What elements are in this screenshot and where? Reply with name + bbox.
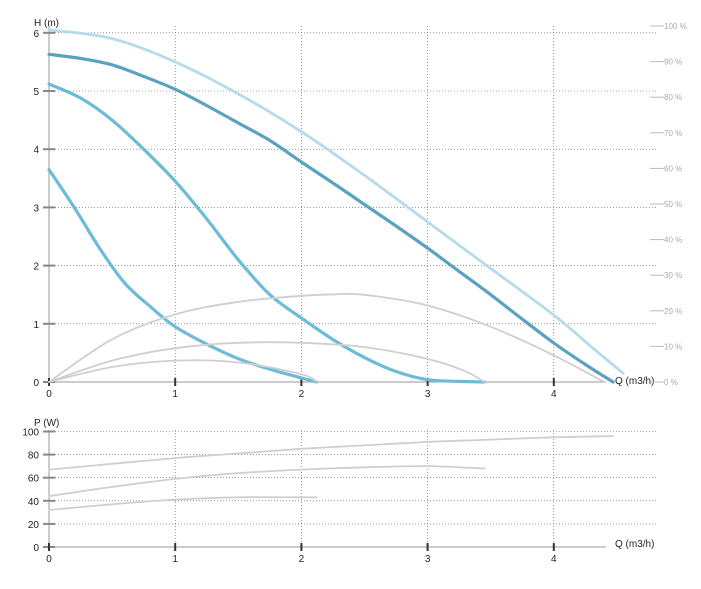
p-y-tick-label-2: 40: [28, 497, 40, 508]
y2-tick-label-9: 90 %: [664, 58, 682, 67]
y2-tick-label-4: 40 %: [664, 236, 682, 245]
y-tick-label-0: 0: [33, 378, 39, 389]
y-tick-label-4: 4: [33, 145, 39, 156]
y-tick-label-1: 1: [33, 320, 39, 331]
head-chart: 0 1 2 3 4 5 6 0 1 2 3 4 H (m) Q (m3/h) 0 % 10 % 20 % 30 %…: [33, 18, 686, 400]
series-efficiency-low: [48, 359, 318, 383]
y2-tick-label-2: 20 %: [664, 307, 682, 316]
x-tick-label-1: 1: [172, 389, 178, 400]
p-y-tick-label-1: 20: [28, 520, 40, 531]
p-x-tick-label-1: 1: [172, 554, 178, 565]
p-y-tick-label-3: 60: [28, 474, 40, 485]
y-tick-label-6: 6: [33, 29, 39, 40]
x-tick-label-0: 0: [46, 389, 52, 400]
p-x-tick-label-3: 3: [425, 554, 431, 565]
series-power-low: [48, 496, 318, 511]
series-power-mid: [48, 465, 486, 498]
power-chart: 0 20 40 60 80 100 0 1 2 3 4 P (W) Q (m3/h): [22, 418, 656, 565]
y2-tick-label-0: 0 %: [664, 378, 678, 387]
series-pump-curve-mid: [47, 82, 486, 384]
series-efficiency-high: [48, 292, 606, 383]
p-y-tick-label-0: 0: [33, 543, 39, 554]
y2-tick-label-3: 30 %: [664, 271, 682, 280]
series-pump-curve-low: [47, 168, 319, 384]
p-y-tick-label-5: 100: [22, 428, 39, 439]
x-tick-label-2: 2: [299, 389, 305, 400]
x-axis-label: Q (m3/h): [615, 376, 654, 387]
series-pump-curve-high: [47, 52, 615, 384]
y-tick-label-5: 5: [33, 87, 39, 98]
x-tick-label-3: 3: [425, 389, 431, 400]
y2-tick-label-10: 100 %: [664, 22, 687, 31]
series-power-high: [48, 435, 614, 471]
y2-tick-label-6: 60 %: [664, 164, 682, 173]
p-y-axis-label: P (W): [34, 418, 59, 429]
y2-tick-label-5: 50 %: [664, 200, 682, 209]
y2-tick-label-1: 10 %: [664, 342, 682, 351]
y-tick-label-2: 2: [33, 262, 39, 273]
series-max-envelope: [47, 28, 625, 375]
p-x-axis-label: Q (m3/h): [615, 539, 654, 550]
x-tick-label-4: 4: [551, 389, 557, 400]
p-y-tick-label-4: 80: [28, 451, 40, 462]
p-x-tick-label-4: 4: [551, 554, 557, 565]
y-tick-label-3: 3: [33, 203, 39, 214]
series-efficiency-mid: [48, 341, 486, 383]
p-x-tick-label-2: 2: [299, 554, 305, 565]
p-x-tick-label-0: 0: [46, 554, 52, 565]
y-axis-label: H (m): [34, 18, 59, 29]
y2-tick-label-7: 70 %: [664, 129, 682, 138]
y2-tick-label-8: 80 %: [664, 93, 682, 102]
